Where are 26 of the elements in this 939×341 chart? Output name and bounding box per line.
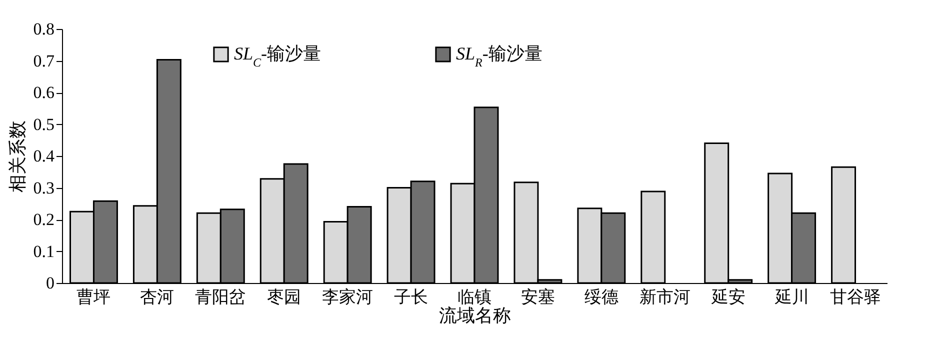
x-tick-label: 枣园 <box>267 288 302 306</box>
x-tick-label: 青阳岔 <box>195 288 246 306</box>
x-tick-label: 绥德 <box>584 288 618 306</box>
y-tick-label: 0 <box>46 274 54 292</box>
y-axis-title: 相关系数 <box>7 120 28 192</box>
y-tick-label: 0.2 <box>33 210 54 229</box>
x-tick-label: 李家河 <box>322 288 374 306</box>
x-tick-label: 子长 <box>394 288 428 306</box>
y-tick-label: 0.8 <box>33 20 54 38</box>
x-tick-label: 临镇 <box>458 288 492 306</box>
x-tick-label: 杏河 <box>140 288 174 306</box>
y-tick-label: 0.1 <box>33 242 54 261</box>
legend-label: SL$_{R}$-输沙量 <box>456 43 542 70</box>
y-tick-label: 0.4 <box>33 146 55 166</box>
y-tick-label: 0.6 <box>33 83 54 102</box>
x-tick-label: 甘谷驿 <box>830 288 881 306</box>
x-tick-label: 延川 <box>774 288 809 306</box>
legend-label: SL$_{C}$-输沙量 <box>234 43 322 70</box>
y-tick-label: 0.7 <box>33 51 55 70</box>
x-tick-label: 延安 <box>710 288 746 306</box>
x-tick-label: 安塞 <box>520 288 555 306</box>
x-tick-label: 新市河 <box>639 288 690 306</box>
x-tick-label: 曹坪 <box>76 288 111 306</box>
x-axis-title: 流域名称 <box>439 306 511 326</box>
y-tick-label: 0.5 <box>33 114 54 134</box>
y-tick-label: 0.3 <box>33 178 54 198</box>
